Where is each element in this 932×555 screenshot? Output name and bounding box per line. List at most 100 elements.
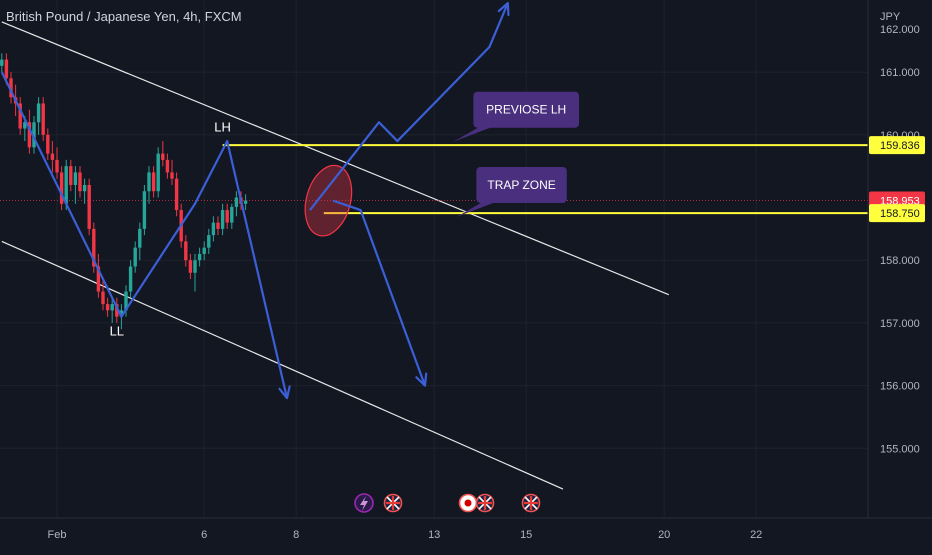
candle-body[interactable] [119, 310, 124, 317]
candle-body[interactable] [220, 210, 225, 229]
candle[interactable] [50, 141, 55, 173]
candle-body[interactable] [216, 222, 220, 229]
callout-box[interactable] [476, 166, 567, 203]
candle-body[interactable] [184, 241, 188, 261]
candle-body[interactable] [234, 197, 239, 207]
candle[interactable] [156, 147, 160, 198]
uk-flag-icon[interactable] [521, 493, 541, 513]
annotation-notes[interactable]: PREVIOSE LH TRAP ZONE [453, 91, 579, 217]
callout-box[interactable] [473, 91, 579, 128]
candle[interactable] [220, 203, 225, 236]
candle-body[interactable] [188, 260, 193, 273]
candle[interactable] [32, 115, 36, 154]
candle-body[interactable] [211, 222, 216, 236]
candle[interactable] [78, 166, 82, 198]
candle[interactable] [59, 166, 64, 211]
candle-body[interactable] [147, 172, 151, 192]
candle[interactable] [142, 184, 147, 236]
annotation-callout[interactable]: PREVIOSE LH [453, 91, 579, 142]
candle[interactable] [216, 216, 220, 236]
candle[interactable] [41, 97, 45, 142]
candle-body[interactable] [156, 153, 160, 192]
candle-body[interactable] [78, 172, 82, 192]
level-price-tag-bg[interactable] [869, 136, 925, 155]
candle-body[interactable] [170, 172, 174, 179]
candle[interactable] [115, 297, 119, 323]
candle-body[interactable] [73, 172, 78, 185]
candle[interactable] [211, 216, 216, 242]
candle-body[interactable] [64, 166, 68, 204]
annotation-callout[interactable]: TRAP ZONE [456, 166, 567, 217]
candle-body[interactable] [41, 103, 45, 135]
candle[interactable] [36, 97, 41, 135]
candle-body[interactable] [23, 122, 27, 129]
candle-body[interactable] [69, 166, 73, 185]
candle-body[interactable] [87, 184, 91, 229]
uk-flag-icon[interactable] [475, 493, 495, 513]
jp-flag-icon[interactable] [458, 493, 478, 513]
candle[interactable] [138, 222, 142, 261]
candle[interactable] [174, 172, 179, 217]
level-price-tag[interactable]: 159.836 [869, 136, 925, 155]
candle-body[interactable] [243, 200, 248, 204]
candle-body[interactable] [193, 260, 197, 273]
candle-body[interactable] [225, 210, 229, 223]
candle[interactable] [188, 253, 193, 280]
candle[interactable] [197, 247, 202, 267]
candle[interactable] [55, 147, 59, 179]
candle[interactable] [151, 166, 156, 198]
candle-body[interactable] [55, 159, 59, 173]
candle[interactable] [161, 141, 165, 167]
candle[interactable] [243, 194, 248, 211]
candle[interactable] [0, 53, 4, 73]
candle[interactable] [69, 159, 73, 192]
candle[interactable] [147, 166, 151, 204]
candle-body[interactable] [197, 253, 202, 261]
candle[interactable] [82, 178, 87, 204]
candle-body[interactable] [82, 184, 87, 192]
candle[interactable] [225, 203, 229, 229]
level-price-tag[interactable]: 158.750 [869, 204, 925, 223]
candle[interactable] [230, 203, 234, 229]
candle-body[interactable] [124, 291, 128, 311]
candle-body[interactable] [46, 134, 50, 154]
candle-body[interactable] [138, 228, 142, 248]
candle-body[interactable] [18, 103, 22, 129]
candle[interactable] [101, 279, 105, 311]
candle[interactable] [18, 97, 22, 135]
candle-body[interactable] [96, 266, 101, 292]
level-price-tag-bg[interactable] [869, 204, 925, 223]
candle-body[interactable] [9, 78, 13, 98]
candle-body[interactable] [207, 235, 211, 248]
candle[interactable] [165, 153, 170, 179]
candle[interactable] [193, 253, 197, 292]
candle[interactable] [92, 222, 96, 273]
time-axis[interactable]: Feb 6 8 13 15 20 22 [0, 517, 932, 541]
candle-body[interactable] [128, 266, 133, 292]
candle-body[interactable] [92, 228, 96, 267]
uk-flag-icon[interactable] [383, 493, 403, 513]
candle[interactable] [46, 128, 50, 160]
candle[interactable] [73, 166, 78, 204]
candle-body[interactable] [202, 247, 206, 254]
lightning-event-icon[interactable] [354, 493, 374, 513]
candle-body[interactable] [50, 153, 55, 160]
candle[interactable] [207, 228, 211, 254]
candle-body[interactable] [161, 153, 165, 160]
candle[interactable] [110, 297, 114, 323]
candle-body[interactable] [110, 304, 114, 311]
candle[interactable] [27, 109, 32, 154]
candle[interactable] [105, 297, 110, 317]
candle[interactable] [202, 241, 206, 261]
candle-body[interactable] [59, 172, 64, 204]
candle-body[interactable] [105, 304, 110, 311]
candle-body[interactable] [133, 247, 137, 267]
candle-body[interactable] [230, 206, 234, 223]
candle-body[interactable] [32, 122, 36, 148]
candle-body[interactable] [142, 191, 147, 229]
candle-body[interactable] [36, 103, 41, 123]
candle[interactable] [170, 159, 174, 185]
candle[interactable] [184, 235, 188, 267]
